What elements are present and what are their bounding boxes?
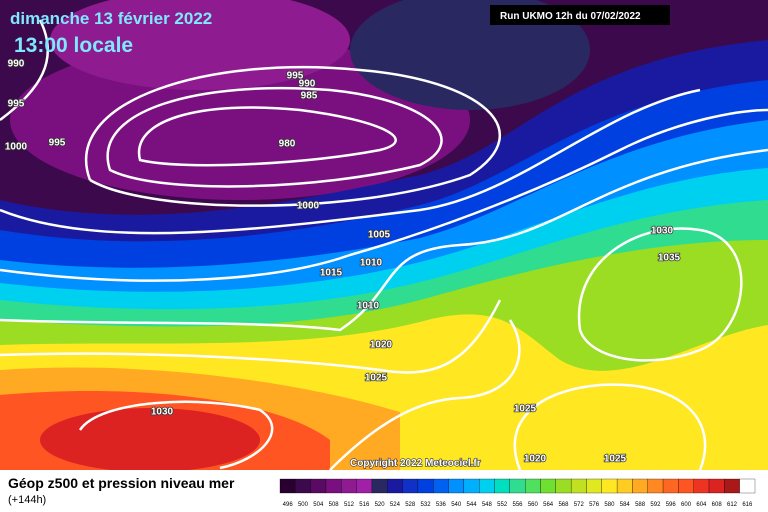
- scale-swatch: [356, 478, 373, 494]
- scale-label: 572: [574, 502, 585, 508]
- scale-swatch: [678, 478, 694, 494]
- isobar-label: 1010: [360, 258, 383, 269]
- scale-swatch: [693, 478, 710, 494]
- scale-swatch: [647, 478, 664, 494]
- scale-label: 496: [283, 502, 294, 508]
- field: [350, 0, 590, 110]
- isobar-label: 1025: [604, 454, 627, 465]
- isobar-label: 990: [299, 79, 316, 90]
- scale-swatch: [295, 478, 311, 494]
- isobar-label: 1025: [514, 404, 537, 415]
- scale-label: 600: [681, 502, 692, 508]
- scale-swatch: [494, 478, 510, 494]
- isobar-label: 1030: [151, 407, 174, 418]
- scale-swatch: [341, 478, 357, 494]
- isobar-label: 995: [49, 138, 66, 149]
- scale-swatch: [325, 478, 342, 494]
- isobar-label: 985: [301, 91, 318, 102]
- field: [40, 408, 260, 472]
- scale-swatch: [509, 478, 526, 494]
- scale-label: 556: [512, 502, 523, 508]
- scale-swatch: [448, 478, 465, 494]
- scale-label: 608: [712, 502, 723, 508]
- scale-label: 604: [696, 502, 707, 508]
- scale-swatch: [586, 478, 602, 494]
- scale-label: 500: [298, 502, 309, 508]
- footer-title: Géop z500 et pression niveau mer: [8, 475, 235, 491]
- scale-swatch: [540, 478, 556, 494]
- scale-label: 564: [543, 502, 554, 508]
- scale-label: 520: [375, 502, 386, 508]
- copyright: Copyright 2022 Meteociel.fr: [350, 458, 481, 469]
- isobar-label: 1020: [370, 340, 393, 351]
- scale-swatch: [310, 478, 327, 494]
- run-box: [490, 5, 670, 25]
- isobar-label: 995: [287, 71, 304, 82]
- scale-label: 584: [620, 502, 631, 508]
- scale-swatch: [433, 478, 449, 494]
- scale-swatch: [662, 478, 679, 494]
- scale-swatch: [739, 478, 756, 494]
- scale-label: 544: [467, 502, 478, 508]
- scale-label: 528: [405, 502, 416, 508]
- isobar-label: 1020: [524, 454, 547, 465]
- footer-subtitle: (+144h): [8, 494, 46, 506]
- scale-label: 540: [451, 502, 462, 508]
- scale-swatch: [708, 478, 725, 494]
- scale-swatch: [279, 478, 296, 494]
- isobar-label: 995: [8, 99, 25, 110]
- scale-label: 532: [421, 502, 432, 508]
- scale-label: 524: [390, 502, 401, 508]
- scale-label: 560: [528, 502, 539, 508]
- scale-swatch: [463, 478, 480, 494]
- scale-label: 592: [650, 502, 661, 508]
- isobar-label: 990: [8, 59, 25, 70]
- isobar-label: 980: [279, 139, 296, 150]
- run-label: Run UKMO 12h du 07/02/2022: [500, 11, 641, 22]
- scale-label: 580: [604, 502, 615, 508]
- isobar-label: 1005: [368, 230, 391, 241]
- scale-label: 508: [329, 502, 340, 508]
- scale-swatch: [601, 478, 618, 494]
- scale-label: 512: [344, 502, 355, 508]
- isobar-label: 1010: [357, 301, 380, 312]
- time: 13:00 locale: [14, 34, 133, 57]
- isobar-label: 1035: [658, 253, 681, 264]
- scale-label: 612: [727, 502, 738, 508]
- scale-swatch: [479, 478, 495, 494]
- scale-label: 504: [313, 502, 324, 508]
- scale-label: 616: [742, 502, 753, 508]
- scale-swatch: [570, 478, 587, 494]
- scale-label: 536: [436, 502, 447, 508]
- isobar-label: 1000: [5, 142, 28, 153]
- scale-swatch: [616, 478, 633, 494]
- scale-swatch: [417, 478, 434, 494]
- scale-swatch: [724, 478, 740, 494]
- scale-label: 516: [359, 502, 370, 508]
- isobars: [0, 19, 768, 471]
- scale-swatch: [525, 478, 541, 494]
- scale-label: 548: [482, 502, 493, 508]
- scale-label: 552: [497, 502, 508, 508]
- scale-label: 576: [589, 502, 600, 508]
- scale-swatch: [632, 478, 648, 494]
- scale-swatch: [387, 478, 403, 494]
- isobar-label: 1015: [320, 268, 343, 279]
- scale-swatch: [555, 478, 572, 494]
- scale-swatch: [402, 478, 419, 494]
- isobar-label: 1030: [651, 226, 674, 237]
- scale-swatch: [371, 478, 388, 494]
- scale-label: 588: [635, 502, 646, 508]
- date: dimanche 13 février 2022: [10, 9, 212, 28]
- scale-label: 596: [666, 502, 677, 508]
- isobar-label: 1000: [297, 201, 320, 212]
- isobar-label: 1025: [365, 373, 388, 384]
- scale-label: 568: [558, 502, 569, 508]
